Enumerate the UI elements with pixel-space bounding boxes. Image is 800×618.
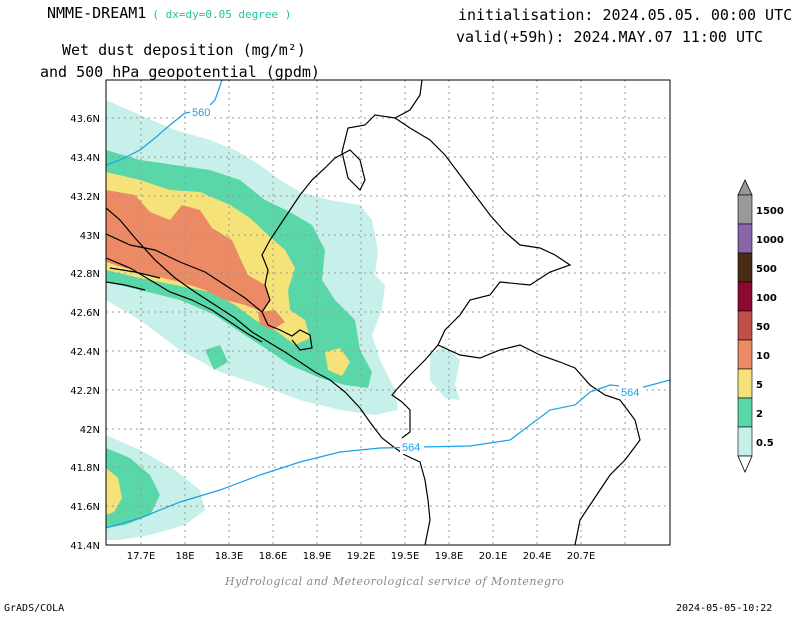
field-title-line2: and 500 hPa geopotential (gpdm)	[40, 63, 320, 81]
model-resolution: ( dx=dy=0.05 degree )	[152, 8, 292, 21]
credit-text: Hydrological and Meteorological service …	[225, 575, 565, 588]
legend-swatch	[737, 223, 753, 254]
lon-tick-label: 20.4E	[523, 551, 552, 562]
legend-label: 50	[756, 322, 770, 333]
legend-label: 500	[756, 264, 777, 275]
legend-swatch	[737, 194, 753, 225]
lat-tick-label: 42.4N	[70, 347, 100, 358]
field-title-line1: Wet dust deposition (mg/m²)	[62, 41, 306, 59]
contour-label-564: 564	[402, 442, 420, 454]
shade-level-10	[106, 190, 270, 312]
lat-tick-label: 43.4N	[70, 153, 100, 164]
lat-tick-label: 41.6N	[70, 502, 100, 513]
latitude-labels: 43.6N 43.4N 43.2N 43N 42.8N 42.6N 42.4N …	[70, 114, 100, 552]
legend-bottom-arrow	[737, 455, 753, 473]
lon-tick-label: 17.7E	[127, 551, 156, 562]
plot-frame	[105, 79, 671, 546]
geopotential-contours	[106, 80, 670, 529]
legend-swatch	[737, 310, 753, 341]
color-bar-legend: 0.5 2 5 10 50 100 500 1000 1500	[737, 179, 784, 473]
software-label: GrADS/COLA	[4, 603, 65, 614]
legend-label: 2	[756, 409, 763, 420]
legend-swatch	[737, 368, 753, 399]
lat-tick-label: 43.6N	[70, 114, 100, 125]
legend-label: 1000	[756, 235, 784, 246]
lat-tick-label: 42N	[80, 425, 100, 436]
legend-label: 100	[756, 293, 777, 304]
lon-tick-label: 20.7E	[567, 551, 596, 562]
lat-tick-label: 43N	[80, 231, 100, 242]
lat-tick-label: 42.6N	[70, 308, 100, 319]
contour-label-bg	[400, 440, 424, 454]
lon-tick-label: 19.8E	[435, 551, 464, 562]
grid-lines	[106, 80, 670, 545]
legend-label: 10	[756, 351, 770, 362]
contour-label-564: 564	[621, 387, 639, 399]
lat-tick-label: 43.2N	[70, 192, 100, 203]
lon-tick-label: 18.9E	[303, 551, 332, 562]
legend-label: 1500	[756, 206, 784, 217]
legend-label: 5	[756, 380, 763, 391]
lon-tick-label: 18.3E	[215, 551, 244, 562]
lat-tick-label: 41.4N	[70, 541, 100, 552]
country-borders	[106, 80, 641, 545]
legend-label: 0.5	[756, 438, 774, 449]
legend-swatch	[737, 426, 753, 457]
legend-swatch	[737, 252, 753, 283]
lat-tick-label: 42.2N	[70, 386, 100, 397]
contour-label-560: 560	[192, 107, 210, 119]
contour-564-line	[106, 379, 670, 529]
model-name: NMME-DREAM1	[47, 4, 147, 22]
contour-label-bg	[619, 385, 643, 399]
contour-label-bg	[190, 105, 214, 119]
lon-tick-label: 20.1E	[479, 551, 508, 562]
legend-swatch	[737, 397, 753, 428]
valid-time: valid(+59h): 2024.MAY.07 11:00 UTC	[456, 28, 764, 46]
deposition-shading	[106, 100, 460, 540]
lon-tick-label: 18.6E	[259, 551, 288, 562]
lat-tick-label: 41.8N	[70, 463, 100, 474]
legend-swatch	[737, 339, 753, 370]
contour-560-line	[106, 80, 223, 166]
initialisation-time: initialisation: 2024.05.05. 00:00 UTC	[458, 6, 793, 24]
legend-top-arrow	[737, 179, 753, 196]
lat-tick-label: 42.8N	[70, 269, 100, 280]
legend-swatch	[737, 281, 753, 312]
lon-tick-label: 18E	[175, 551, 194, 562]
lon-tick-label: 19.2E	[347, 551, 376, 562]
generation-timestamp: 2024-05-05-10:22	[676, 603, 773, 614]
model-title: NMME-DREAM1 ( dx=dy=0.05 degree )	[47, 4, 291, 22]
lon-tick-label: 19.5E	[391, 551, 420, 562]
longitude-labels: 17.7E 18E 18.3E 18.6E 18.9E 19.2E 19.5E …	[127, 551, 596, 562]
